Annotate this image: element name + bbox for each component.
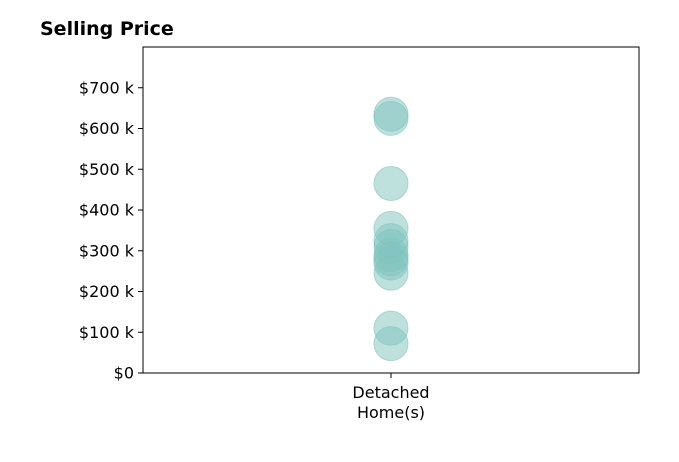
- data-point: [373, 210, 409, 246]
- data-point: [373, 166, 409, 202]
- data-point: [373, 96, 409, 132]
- y-tick-label: $0: [114, 364, 134, 383]
- chart-title: Selling Price: [40, 18, 174, 40]
- x-tick-label: Detached: [352, 383, 429, 402]
- x-tick-label: Home(s): [357, 403, 425, 422]
- y-tick-label: $300 k: [79, 241, 135, 260]
- y-tick-label: $200 k: [79, 282, 135, 301]
- y-tick-label: $600 k: [79, 119, 135, 138]
- y-tick-label: $400 k: [79, 201, 135, 220]
- y-tick-label: $100 k: [79, 323, 135, 342]
- y-tick-label: $700 k: [79, 78, 135, 97]
- y-tick-label: $500 k: [79, 160, 135, 179]
- y-axis: $0 $100 k $200 k $300 k $400 k $500 k $600 k $7…: [79, 78, 143, 383]
- scatter-points: [373, 96, 409, 362]
- data-point: [373, 310, 409, 346]
